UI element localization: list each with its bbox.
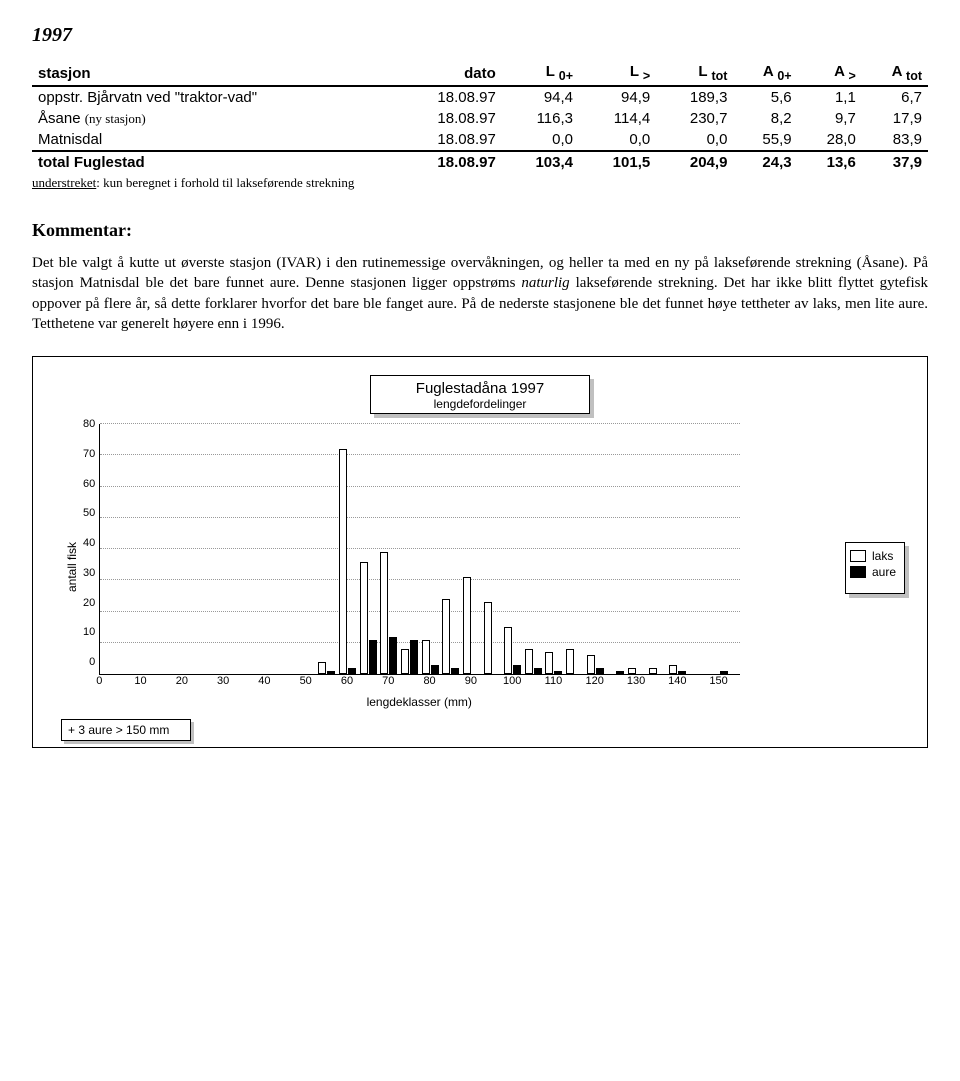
plot-area — [99, 424, 740, 675]
year-heading: 1997 — [32, 24, 928, 47]
table-header-row: stasjon dato L 0+L 0+ L > L tot A 0+ A >… — [32, 61, 928, 86]
th-date: dato — [392, 61, 502, 86]
kommentar-heading: Kommentar: — [32, 220, 928, 241]
footnote-rest: : kun beregnet i forhold til lakseførend… — [96, 175, 354, 190]
legend-swatch-laks — [850, 550, 866, 562]
footnote-underlined: understreket — [32, 175, 96, 191]
chart-subtitle: lengdefordelinger — [371, 397, 589, 411]
legend-item-aure: aure — [850, 565, 900, 579]
chart-legend: laks aure — [845, 542, 905, 594]
table-row: Matnisdal18.08.970,00,00,055,928,083,9 — [32, 129, 928, 151]
table-row: oppstr. Bjårvatn ved "traktor-vad"18.08.… — [32, 86, 928, 108]
th-station: stasjon — [32, 61, 392, 86]
th-Ltot: L tot — [656, 61, 733, 86]
x-axis-ticks: 0102030405060708090100110120130140150 — [99, 675, 739, 693]
chart-title-box: Fuglestadåna 1997 lengdefordelinger — [370, 375, 590, 414]
th-Ag: A > — [798, 61, 862, 86]
table-footnote: understreket: kun beregnet i forhold til… — [32, 173, 928, 192]
th-A0: A 0+ — [733, 61, 797, 86]
th-Atot: A tot — [862, 61, 928, 86]
table-row: Åsane (ny stasjon)18.08.97116,3114,4230,… — [32, 108, 928, 129]
legend-item-laks: laks — [850, 549, 900, 563]
legend-label-aure: aure — [872, 565, 896, 579]
chart-note: + 3 aure > 150 mm — [61, 719, 191, 741]
legend-swatch-aure — [850, 566, 866, 578]
x-axis-label: lengdeklasser (mm) — [99, 695, 739, 709]
chart-container: Fuglestadåna 1997 lengdefordelinger laks… — [32, 356, 928, 748]
th-L0: L 0+L 0+ — [502, 61, 579, 86]
chart-note-box: + 3 aure > 150 mm — [61, 719, 191, 741]
body-paragraph: Det ble valgt å kutte ut øverste stasjon… — [32, 253, 928, 334]
y-axis-label: antall fisk — [65, 424, 79, 709]
table-total-row: total Fuglestad18.08.97103,4101,5204,924… — [32, 151, 928, 173]
th-Lg: L > — [579, 61, 656, 86]
y-axis-ticks: 80706050403020100 — [83, 418, 99, 668]
data-table: stasjon dato L 0+L 0+ L > L tot A 0+ A >… — [32, 61, 928, 173]
chart-title: Fuglestadåna 1997 — [371, 380, 589, 397]
legend-label-laks: laks — [872, 549, 893, 563]
